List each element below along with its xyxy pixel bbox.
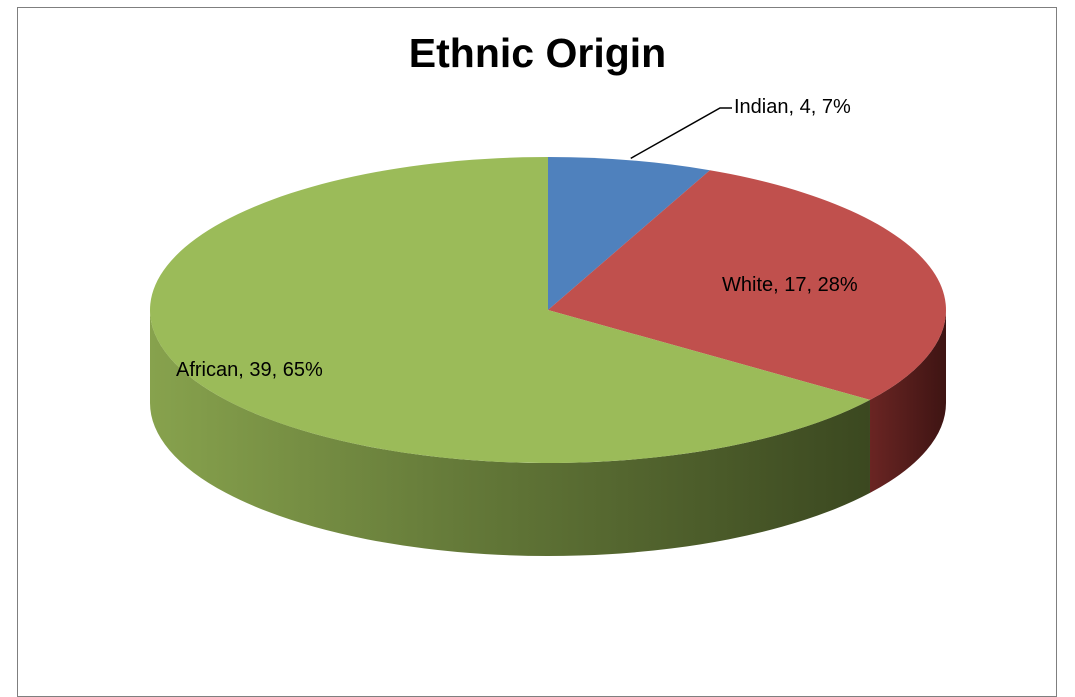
data-label-white: White, 17, 28%: [722, 274, 858, 296]
leader-line-indian: [630, 107, 732, 159]
chart-title: Ethnic Origin: [408, 30, 667, 76]
pie-side-african: [150, 310, 870, 556]
data-label-indian: Indian, 4, 7%: [734, 96, 851, 118]
pie-slice-white: [548, 170, 946, 400]
pie-slice-indian: [548, 157, 710, 310]
pie-slice-african: [149, 157, 870, 464]
pie-side-white: [869, 310, 947, 493]
data-label-african: African, 39, 65%: [176, 359, 323, 381]
